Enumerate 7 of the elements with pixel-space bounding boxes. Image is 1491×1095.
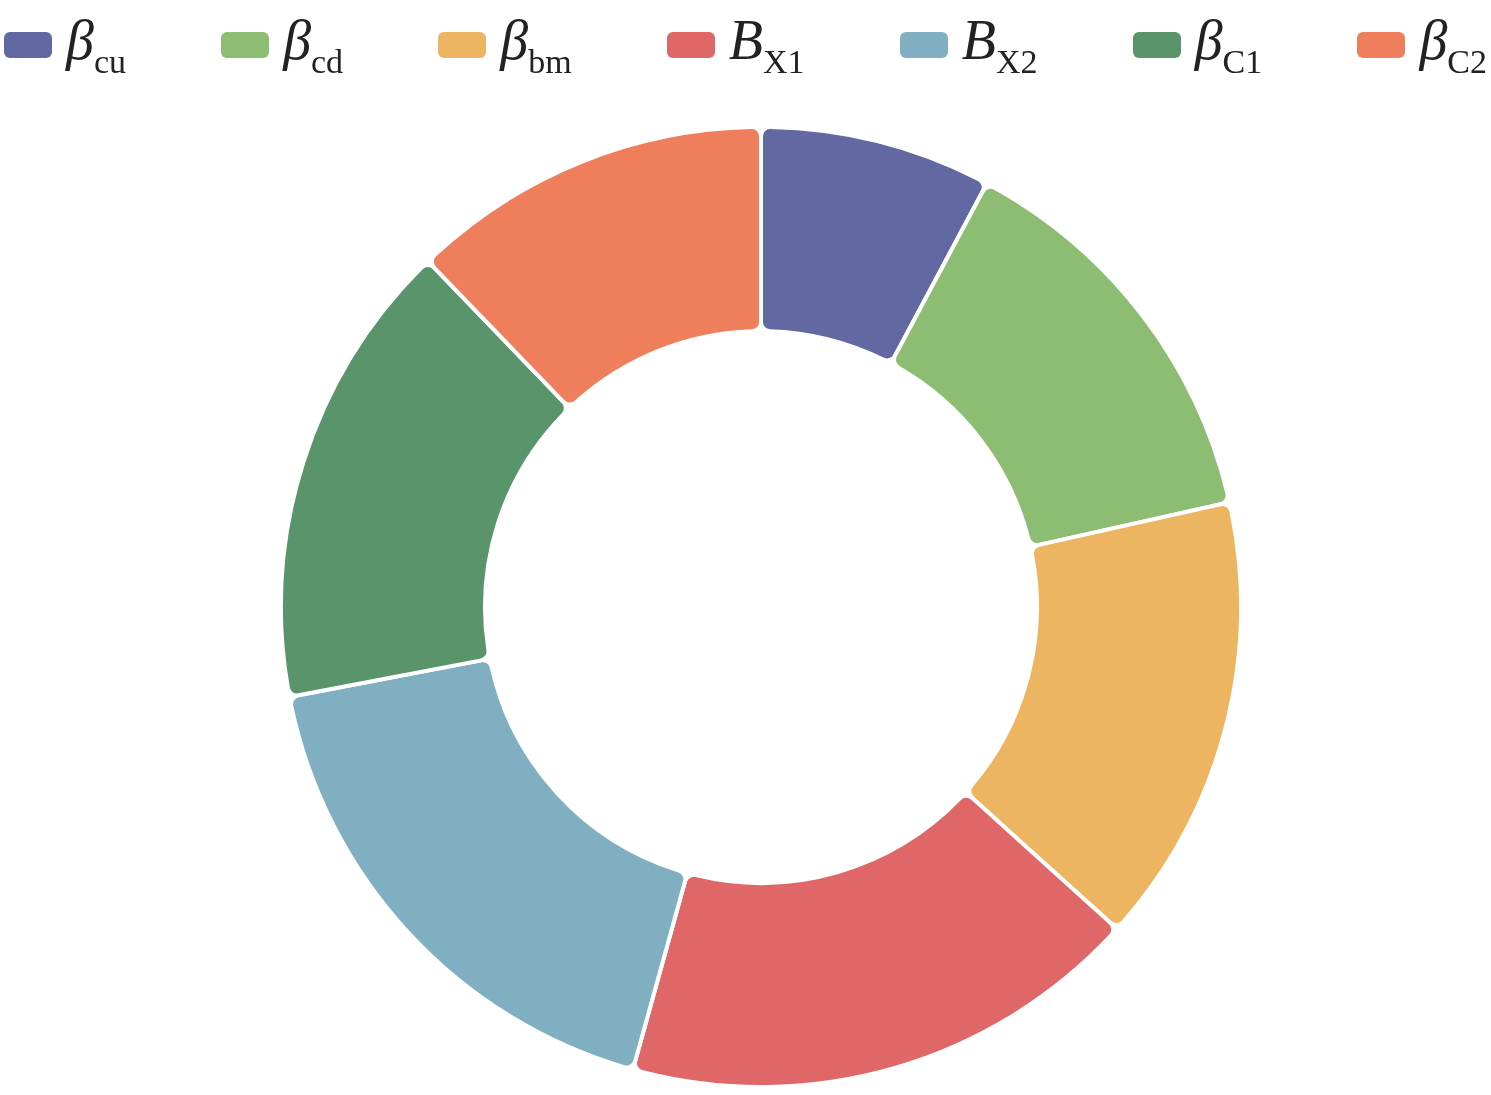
legend-label: β$_{C2}$ — [1419, 8, 1487, 81]
legend-label: β$_{cu}$ — [66, 8, 126, 81]
legend-label: β$_{cd}$ — [283, 8, 344, 81]
legend-label: B$_{X2}$ — [961, 8, 1038, 81]
legend-label: β$_{C1}$ — [1194, 8, 1263, 81]
legend-label: B$_{X1}$ — [728, 8, 805, 81]
legend-label: β$_{bm}$ — [500, 8, 572, 81]
